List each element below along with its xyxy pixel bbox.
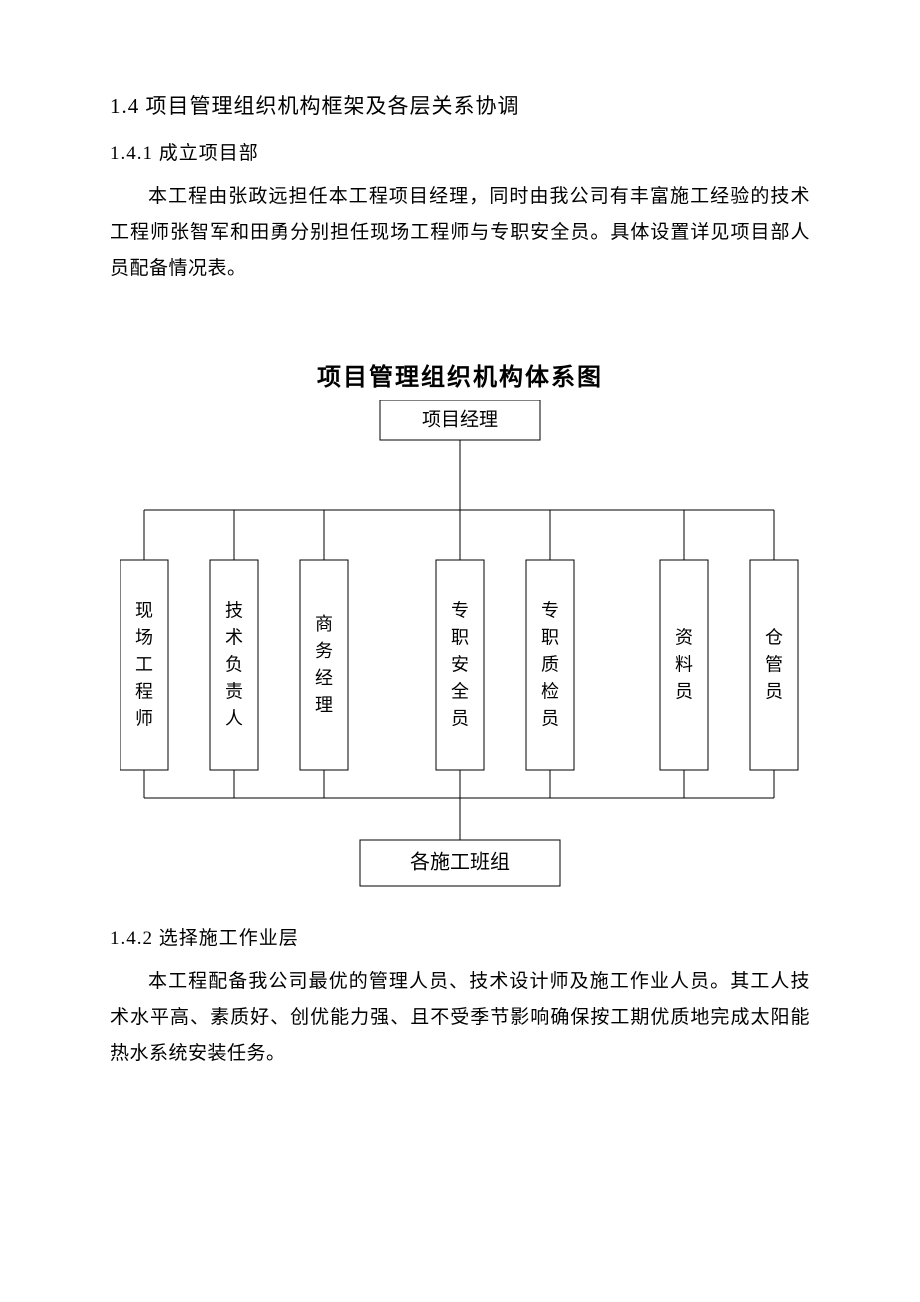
svg-text:各施工班组: 各施工班组: [410, 851, 510, 874]
svg-text:现场工程师: 现场工程师: [135, 601, 153, 729]
svg-text:专职安全员: 专职安全员: [451, 601, 469, 729]
org-chart: 项目经理现场工程师技术负责人商务经理专职安全员专职质检员资料员仓管员各施工班组: [120, 400, 800, 895]
org-chart-svg: 项目经理现场工程师技术负责人商务经理专职安全员专职质检员资料员仓管员各施工班组: [120, 400, 800, 890]
paragraph-1: 本工程由张政远担任本工程项目经理，同时由我公司有丰富施工经验的技术工程师张智军和…: [110, 179, 810, 287]
svg-text:资料员: 资料员: [675, 628, 693, 702]
paragraph-2: 本工程配备我公司最优的管理人员、技术设计师及施工作业人员。其工人技术水平高、素质…: [110, 964, 810, 1072]
svg-text:技术负责人: 技术负责人: [225, 601, 243, 729]
section-heading-1-4: 1.4 项目管理组织机构框架及各层关系协调: [110, 90, 810, 120]
section-heading-1-4-2: 1.4.2 选择施工作业层: [110, 923, 810, 950]
svg-text:仓管员: 仓管员: [765, 628, 783, 702]
svg-text:专职质检员: 专职质检员: [541, 601, 559, 729]
org-chart-title: 项目管理组织机构体系图: [110, 357, 810, 392]
svg-text:项目经理: 项目经理: [422, 409, 498, 431]
section-heading-1-4-1: 1.4.1 成立项目部: [110, 138, 810, 165]
org-chart-container: 项目管理组织机构体系图 项目经理现场工程师技术负责人商务经理专职安全员专职质检员…: [110, 357, 810, 895]
